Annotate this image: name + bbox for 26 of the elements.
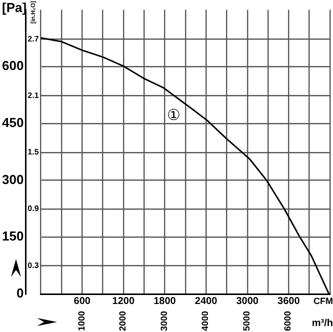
x2-tick-label: 3000 — [158, 310, 169, 332]
x2-tick-label: 5000 — [241, 310, 252, 332]
x-tick-label: 1800 — [154, 296, 176, 307]
x-tick-label: 1200 — [112, 296, 135, 307]
x2-axis-title: m³/h — [312, 318, 333, 329]
y2-tick-label: 0.3 — [28, 260, 40, 270]
y-tick-label: 450 — [2, 115, 24, 130]
x2-tick-label: 4000 — [200, 310, 210, 332]
x2-tick-label: 6000 — [282, 310, 293, 332]
x2-tick-label: 1000 — [76, 310, 86, 332]
y-tick-label: 300 — [2, 172, 24, 187]
x-tick-label: 3000 — [236, 296, 259, 307]
x-tick-label: 2400 — [194, 296, 218, 307]
x-tick-label: 3600 — [278, 296, 300, 307]
x-axis-title: CFM — [314, 296, 333, 306]
y2-tick-label: 0.9 — [28, 204, 40, 214]
y2-tick-label: 1.5 — [28, 148, 40, 157]
y-axis-title: [Pa] — [2, 0, 27, 16]
y-tick-label: 600 — [2, 58, 24, 74]
x-tick-label: 600 — [74, 296, 91, 307]
y2-tick-label: 2.1 — [28, 90, 40, 100]
y-tick-label: 150 — [2, 228, 24, 244]
series-label: ① — [166, 106, 180, 124]
y2-tick-label: 2.7 — [28, 34, 40, 44]
x2-tick-label: 2000 — [118, 310, 128, 332]
y-tick-label: 0 — [16, 286, 24, 301]
